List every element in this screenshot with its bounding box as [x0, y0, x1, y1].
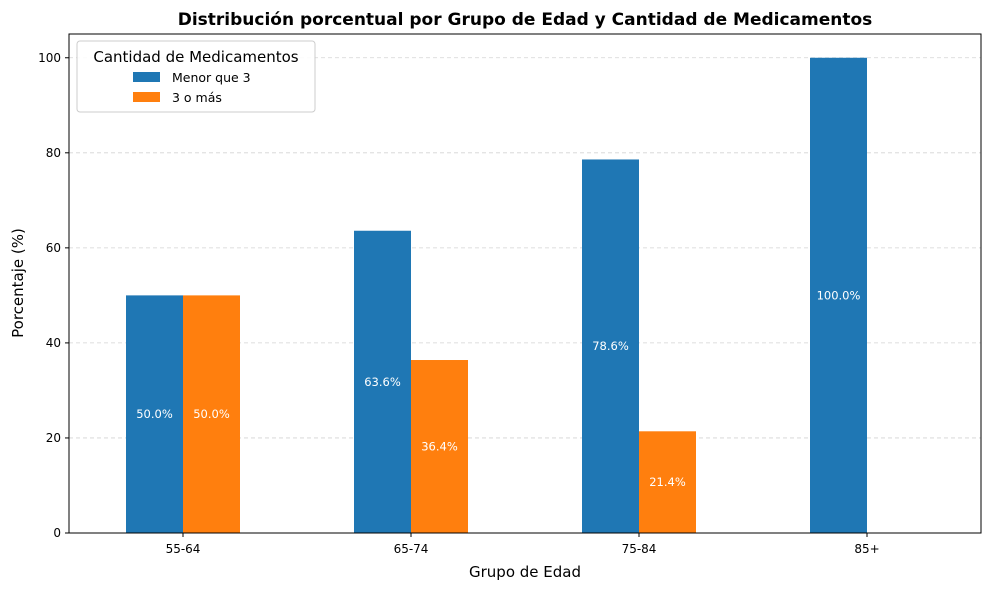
y-tick-label: 40 [46, 336, 61, 350]
bar [411, 360, 468, 533]
x-tick-label: 85+ [854, 542, 879, 556]
x-tick-label: 75-84 [622, 542, 657, 556]
y-tick-label: 20 [46, 431, 61, 445]
bar [810, 57, 867, 534]
data-label: 36.4% [421, 440, 458, 454]
legend-entry: Menor que 3 [172, 70, 251, 85]
bars-layer [126, 57, 867, 534]
legend: Cantidad de Medicamentos Menor que 3 3 o … [76, 40, 316, 113]
bar [354, 230, 411, 533]
legend-title: Cantidad de Medicamentos [93, 48, 298, 66]
data-label: 21.4% [649, 475, 686, 489]
plot-frame [68, 33, 982, 534]
y-tick-label: 60 [46, 241, 61, 255]
data-label: 50.0% [136, 407, 173, 421]
bar [183, 295, 240, 533]
y-tick-label: 100 [38, 51, 61, 65]
data-label: 63.6% [364, 375, 401, 389]
x-axis: 55-64 65-74 75-84 85+ [166, 533, 880, 556]
x-tick-label: 55-64 [166, 542, 201, 556]
x-axis-label: Grupo de Edad [469, 563, 581, 581]
data-label: 78.6% [592, 339, 629, 353]
y-axis-label: Porcentaje (%) [9, 228, 27, 338]
legend-swatch [133, 92, 160, 102]
bar [582, 159, 639, 533]
y-tick-label: 0 [53, 526, 61, 540]
legend-swatch [133, 72, 160, 82]
bar [126, 295, 183, 533]
y-axis: 0 20 40 60 80 100 [38, 51, 69, 540]
bar [639, 431, 696, 533]
y-tick-label: 80 [46, 146, 61, 160]
x-tick-label: 65-74 [394, 542, 429, 556]
data-labels-layer: 50.0% 50.0% 63.6% 36.4% 78.6% 21.4% 100.0% [136, 288, 860, 489]
data-label: 50.0% [193, 407, 230, 421]
chart-title: Distribución porcentual por Grupo de Eda… [178, 10, 873, 30]
legend-entry: 3 o más [172, 90, 222, 105]
data-label: 100.0% [817, 288, 861, 302]
